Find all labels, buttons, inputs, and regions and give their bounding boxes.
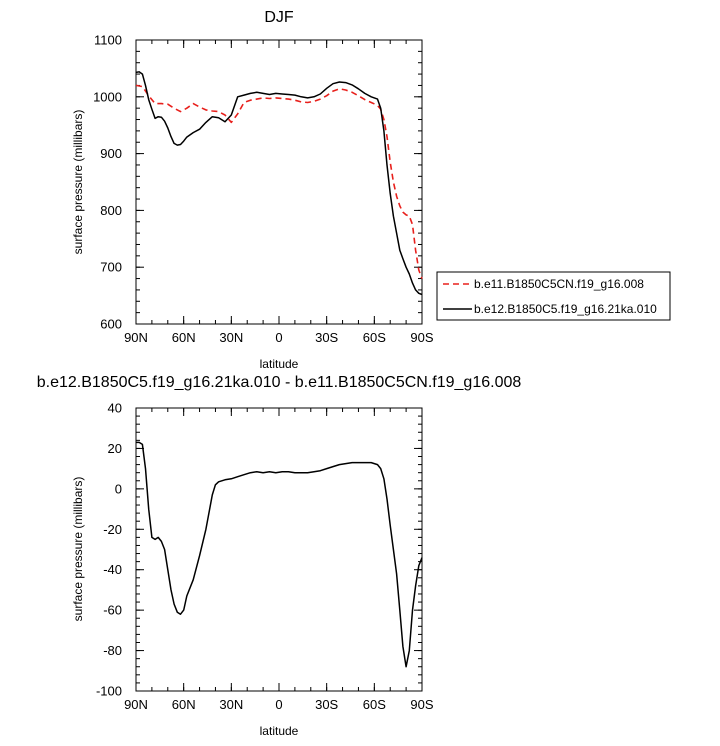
- top-y-tick-label: 600: [100, 317, 122, 332]
- bottom-chart-ylabel: surface pressure (millibars): [71, 477, 85, 622]
- top-y-tick-label: 800: [100, 203, 122, 218]
- top-chart-xlabel: latitude: [260, 357, 299, 371]
- top-plot-frame: [135, 39, 423, 325]
- top-x-tick-label: 90N: [124, 330, 148, 345]
- top-y-tick-label: 1100: [94, 33, 122, 48]
- top-x-tick-label: 0: [275, 330, 282, 345]
- legend-label-series-1: b.e11.B1850C5CN.f19_g16.008: [474, 277, 644, 291]
- bottom-series-line-1: [136, 441, 423, 668]
- legend-label-series-2: b.e12.B1850C5.f19_g16.21ka.010: [474, 302, 657, 316]
- bottom-x-tick-label: 60N: [172, 697, 196, 712]
- bottom-y-tick-label: 20: [108, 441, 122, 456]
- top-series-line-2: [135, 71, 423, 296]
- top-y-tick-label: 700: [100, 260, 122, 275]
- legend: b.e11.B1850C5CN.f19_g16.008 b.e12.B1850C…: [436, 271, 671, 321]
- bottom-chart-panel: b.e12.B1850C5.f19_g16.21ka.010 - b.e11.B…: [37, 374, 522, 738]
- bottom-y-tick-label: 40: [108, 401, 122, 416]
- top-chart-panel: DJF surface pressure (millibars) latitud…: [71, 9, 434, 371]
- bottom-x-tick-label: 90N: [124, 697, 148, 712]
- bottom-chart-xlabel: latitude: [260, 724, 299, 738]
- bottom-y-tick-label: -40: [103, 562, 122, 577]
- bottom-y-tick-label: -20: [103, 522, 122, 537]
- bottom-y-tick-label: -100: [96, 684, 122, 699]
- bottom-y-tick-label: -80: [103, 643, 122, 658]
- top-x-tick-label: 90S: [410, 330, 433, 345]
- top-y-tick-label: 1000: [93, 89, 122, 104]
- top-x-tick-label: 30S: [315, 330, 338, 345]
- top-y-tick-label: 900: [100, 146, 122, 161]
- bottom-y-tick-label: 0: [115, 481, 122, 496]
- bottom-x-tick-label: 60S: [363, 697, 386, 712]
- bottom-x-tick-label: 0: [275, 697, 282, 712]
- top-x-tick-label: 60N: [172, 330, 196, 345]
- top-x-tick-label: 30N: [219, 330, 243, 345]
- top-series-line-1: [135, 84, 423, 279]
- top-chart-ylabel: surface pressure (millibars): [71, 110, 85, 255]
- bottom-x-tick-label: 30N: [219, 697, 243, 712]
- bottom-chart-title: b.e12.B1850C5.f19_g16.21ka.010 - b.e11.B…: [37, 374, 522, 391]
- bottom-x-tick-label: 30S: [315, 697, 338, 712]
- top-chart-title: DJF: [264, 9, 294, 26]
- bottom-x-tick-label: 90S: [410, 697, 433, 712]
- bottom-plot-frame: [135, 407, 423, 692]
- legend-box: [436, 271, 671, 321]
- top-x-tick-label: 60S: [363, 330, 386, 345]
- bottom-y-tick-label: -60: [103, 603, 122, 618]
